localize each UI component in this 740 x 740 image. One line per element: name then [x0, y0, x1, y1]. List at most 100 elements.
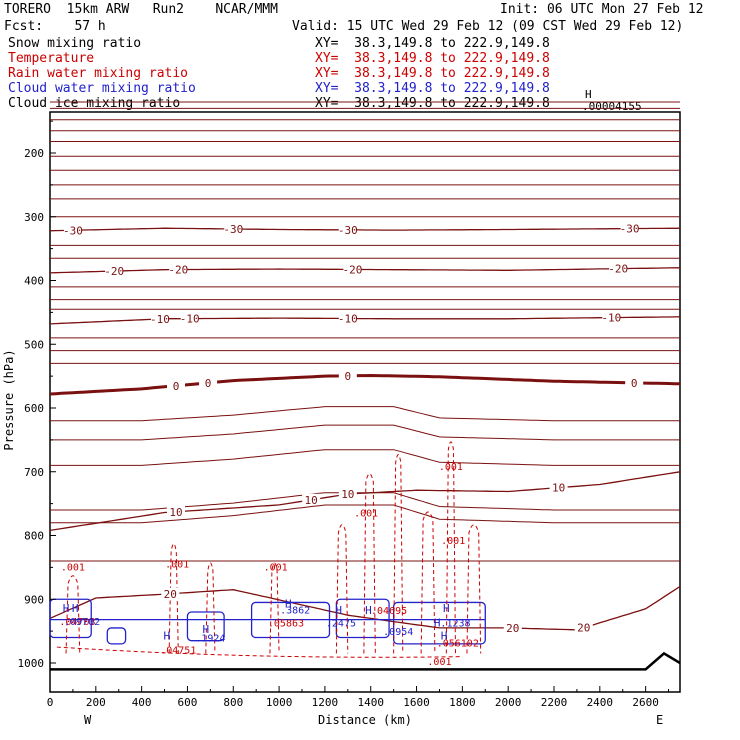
rain-water-contour — [445, 441, 456, 654]
isotherm-label: -30 — [63, 224, 83, 237]
background-isotherm — [50, 492, 680, 511]
isotherm-label: -20 — [608, 263, 628, 276]
isotherm-label: -10 — [601, 312, 621, 325]
y-tick-label: 1000 — [18, 657, 45, 670]
rain-water-contour — [65, 575, 81, 654]
isotherm-label-bg — [150, 312, 169, 324]
rain-water-label: .001 — [165, 559, 189, 570]
isotherm-label: 10 — [169, 506, 182, 519]
high-marker: H — [365, 604, 372, 617]
x-tick-label: 2200 — [541, 696, 568, 709]
x-end-right: E — [656, 713, 663, 727]
isotherm-label: 10 — [552, 482, 565, 495]
rain-water-label: .001 — [441, 536, 465, 547]
cloud-water-contour — [49, 598, 92, 639]
rain-water-label: .001 — [439, 462, 463, 473]
isotherm-label-bg — [63, 224, 82, 236]
high-marker: H — [63, 602, 70, 615]
high-marker: H — [285, 598, 292, 611]
isotherm-label-bg — [549, 481, 568, 493]
y-axis-label: Pressure (hPa) — [2, 349, 16, 450]
top-right-value: .00004155 — [582, 100, 642, 113]
background-isotherm — [50, 424, 680, 441]
x-tick-label: 2600 — [632, 696, 659, 709]
model-title: TORERO 15km ARW Run2 NCAR/MMM — [4, 2, 278, 17]
rain-water-label: .001 — [354, 508, 378, 519]
isotherm-label: -10 — [150, 313, 170, 326]
rain-water-label: .056102 — [437, 638, 479, 649]
rain-water-label: .04695 — [371, 606, 407, 617]
y-tick-label: 800 — [24, 530, 44, 543]
isotherm--10 — [49, 316, 681, 325]
isotherm-label: -30 — [223, 223, 243, 236]
cloud-water-contour — [335, 598, 390, 639]
field-label-rain: Rain water mixing ratio — [8, 66, 189, 81]
isotherm-label-bg — [105, 265, 124, 277]
isotherm-label: 0 — [173, 380, 180, 393]
rain-water-label: .001 — [61, 563, 85, 574]
isotherm-label: -10 — [180, 313, 200, 326]
high-marker: H — [335, 604, 342, 617]
cloud-water-label: .09702 — [64, 617, 100, 628]
isotherm-label: -20 — [342, 263, 362, 276]
x-tick-label: 200 — [86, 696, 106, 709]
isotherm-label-bg — [199, 376, 218, 388]
top-right-high: H — [585, 88, 592, 101]
axes-group: 0 200 400 600 800 1000 1200 1400 1600 1800 2000 220… — [18, 120, 681, 709]
cloud-water-contour — [186, 611, 225, 642]
isotherm-0 — [49, 373, 681, 396]
isotherm-label: 10 — [305, 494, 318, 507]
cloud-water-label: .2475 — [326, 619, 356, 630]
y-tick-label: 900 — [24, 593, 44, 606]
high-marker: H — [202, 623, 209, 636]
cloud-water-contour — [106, 627, 127, 645]
field-label-temperature: Temperature — [8, 51, 95, 66]
forecast-hour: Fcst: 57 h — [4, 19, 106, 34]
isotherm-label-bg — [180, 312, 199, 324]
isotherm-label-bg — [338, 369, 357, 381]
x-tick-label: 400 — [132, 696, 152, 709]
cloud-water-label: .3862 — [280, 605, 310, 616]
ground-line — [50, 651, 681, 671]
isotherm-label: 20 — [506, 622, 519, 635]
xy-line-cloud-ice: XY= 38.3,149.8 to 222.9,149.8 — [315, 96, 550, 111]
x-tick-label: 1200 — [312, 696, 339, 709]
isotherm-label: -30 — [338, 224, 358, 237]
valid-time: Valid: 15 UTC Wed 29 Feb 12 (09 CST Wed … — [292, 19, 684, 34]
isotherm-label-bg — [609, 262, 628, 274]
isotherm-label-bg — [620, 222, 639, 234]
isotherm-label-bg — [338, 312, 357, 324]
isotherm-10 — [49, 471, 681, 532]
isotherm-label-bg — [224, 222, 243, 234]
rain-water-label: .04703 — [59, 617, 95, 628]
rain-water-contour — [420, 511, 436, 654]
high-marker: H — [441, 629, 448, 642]
high-marker: H — [434, 617, 441, 630]
isotherm-label: 0 — [345, 370, 352, 383]
isotherm-label-bg — [161, 587, 180, 599]
x-end-left: W — [84, 713, 92, 727]
x-tick-label: 2400 — [587, 696, 614, 709]
plot-frame — [49, 111, 681, 693]
x-tick-label: 0 — [47, 696, 54, 709]
y-tick-label: 500 — [24, 338, 44, 351]
isotherm-label: 20 — [577, 622, 590, 635]
xy-line-temperature: XY= 38.3,149.8 to 222.9,149.8 — [315, 51, 550, 66]
field-label-snow: Snow mixing ratio — [8, 36, 142, 51]
y-tick-label: 400 — [24, 275, 44, 288]
background-isotherm — [50, 504, 680, 524]
isotherm-label-bg — [167, 505, 185, 517]
rain-water-contour — [168, 543, 179, 654]
isotherm-label-bg — [169, 263, 188, 275]
isotherm--30 — [49, 227, 681, 232]
isotherm-label: -20 — [168, 264, 188, 277]
field-label-cloud-water: Cloud water mixing ratio — [8, 81, 196, 96]
x-tick-label: 1400 — [357, 696, 384, 709]
isotherm-label: -30 — [620, 223, 640, 236]
init-time: Init: 06 UTC Mon 27 Feb 12 — [500, 2, 704, 17]
isotherm-label-bg — [302, 493, 321, 505]
x-tick-label: 600 — [178, 696, 198, 709]
isotherm-label-bg — [574, 621, 593, 633]
high-marker: H — [443, 602, 450, 615]
isotherm-label: 0 — [205, 377, 212, 390]
